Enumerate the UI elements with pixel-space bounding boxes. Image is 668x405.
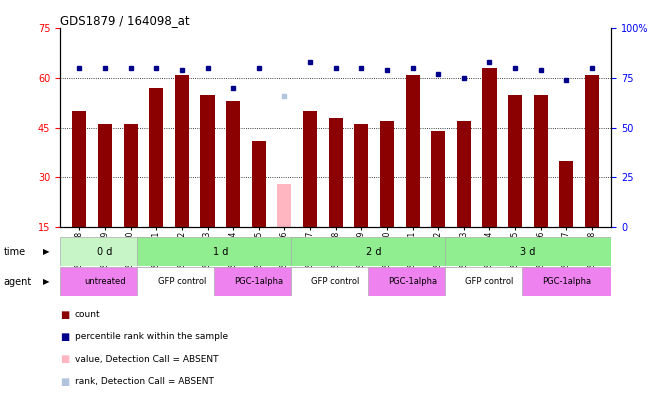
Bar [252,141,266,227]
Bar [137,237,304,266]
Bar [405,75,420,227]
Bar [508,94,522,227]
Text: ■: ■ [60,377,69,386]
Text: PGC-1alpha: PGC-1alpha [234,277,283,286]
Bar [226,101,240,227]
Bar [559,161,573,227]
Bar [291,267,381,296]
Bar [60,267,150,296]
Text: GFP control: GFP control [158,277,206,286]
Text: ■: ■ [60,310,69,320]
Bar [482,68,496,227]
Text: 2 d: 2 d [366,247,382,256]
Text: GDS1879 / 164098_at: GDS1879 / 164098_at [60,14,190,27]
Bar [445,267,534,296]
Bar [124,124,138,227]
Bar [200,94,214,227]
Bar [380,121,394,227]
Text: ■: ■ [60,354,69,364]
Text: PGC-1alpha: PGC-1alpha [542,277,591,286]
Bar [522,267,611,296]
Text: percentile rank within the sample: percentile rank within the sample [75,333,228,341]
Text: GFP control: GFP control [466,277,514,286]
Text: PGC-1alpha: PGC-1alpha [388,277,437,286]
Bar [72,111,86,227]
Text: count: count [75,310,100,319]
Bar [367,267,458,296]
Bar [175,75,189,227]
Text: ▶: ▶ [43,277,50,286]
Bar [303,111,317,227]
Bar [98,124,112,227]
Bar [137,267,226,296]
Text: 1 d: 1 d [212,247,228,256]
Bar [291,237,458,266]
Bar [329,117,343,227]
Bar [457,121,471,227]
Bar [149,88,163,227]
Bar [354,124,368,227]
Text: ▶: ▶ [43,247,50,256]
Text: untreated: untreated [84,277,126,286]
Text: 0 d: 0 d [98,247,113,256]
Bar [60,237,150,266]
Text: rank, Detection Call = ABSENT: rank, Detection Call = ABSENT [75,377,214,386]
Text: value, Detection Call = ABSENT: value, Detection Call = ABSENT [75,355,218,364]
Bar [534,94,548,227]
Text: ■: ■ [60,332,69,342]
Text: agent: agent [3,277,31,287]
Bar [214,267,304,296]
Text: 3 d: 3 d [520,247,536,256]
Bar [277,184,291,227]
Bar [445,237,611,266]
Text: GFP control: GFP control [311,277,360,286]
Bar [431,131,446,227]
Text: time: time [3,247,25,256]
Bar [585,75,599,227]
